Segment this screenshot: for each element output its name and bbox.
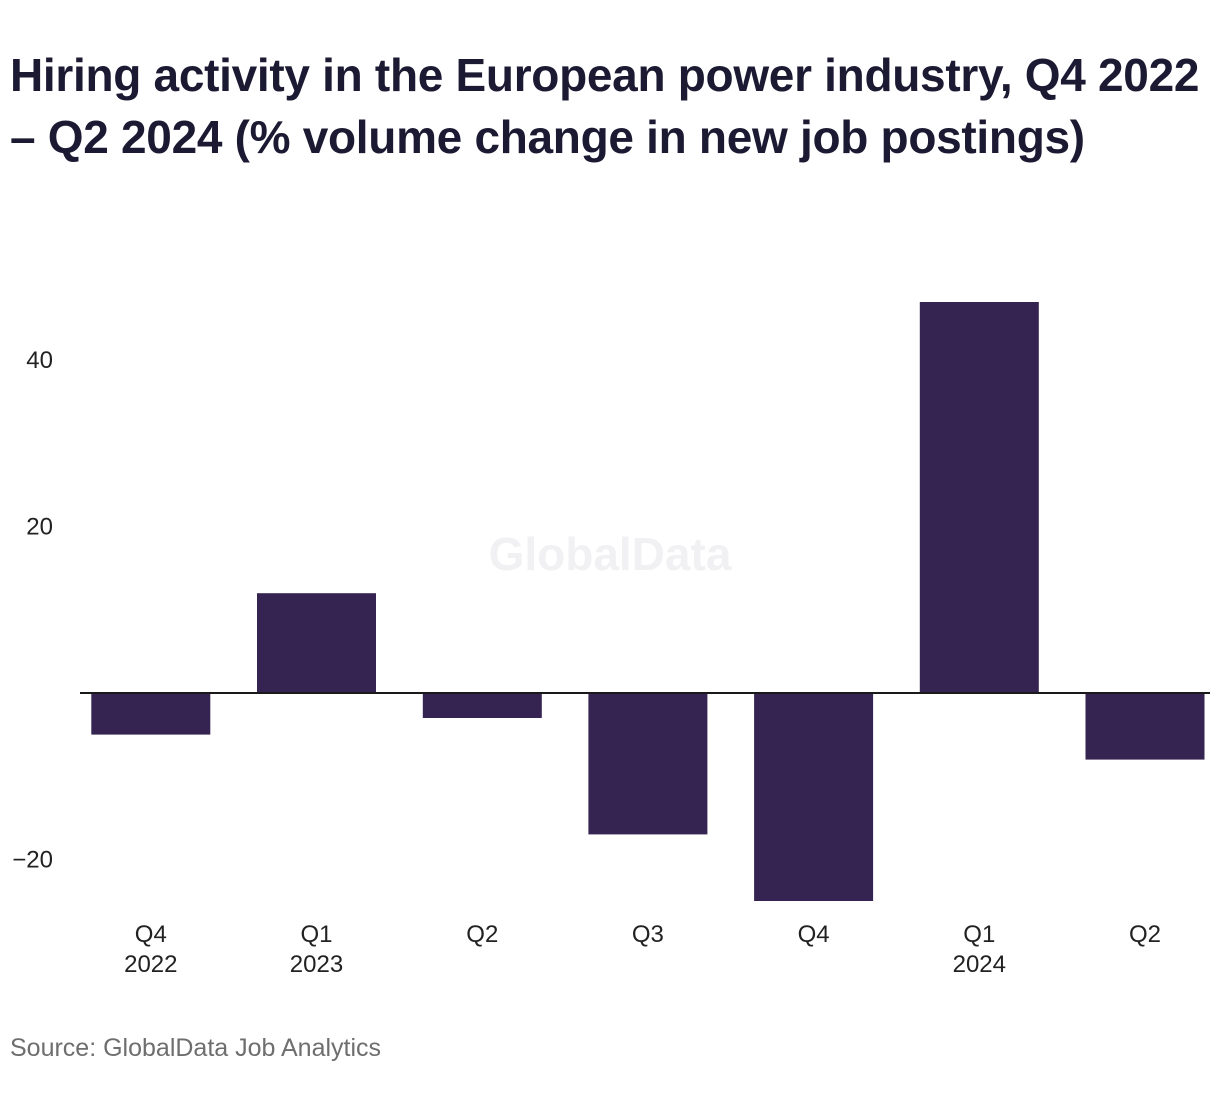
y-tick-label: −20	[12, 846, 53, 873]
x-tick-year-label: 2024	[953, 951, 1006, 978]
chart-title: Hiring activity in the European power in…	[10, 49, 1200, 163]
x-tick-label: Q3	[632, 921, 664, 948]
x-tick-label: Q4	[135, 921, 167, 948]
x-tick-label: Q2	[466, 921, 498, 948]
x-tick-year-label: 2022	[124, 951, 177, 978]
x-tick-label: Q1	[963, 921, 995, 948]
y-tick-label: 20	[26, 514, 53, 541]
y-tick-label: 40	[26, 347, 53, 374]
source-note: Source: GlobalData Job Analytics	[10, 1034, 382, 1062]
bar-5	[919, 302, 1039, 693]
x-tick-label: Q1	[300, 921, 332, 948]
x-tick-label: Q4	[798, 921, 830, 948]
x-axis-ticks: Q4 2022 Q1 2023 Q2 Q3 Q4 Q1 2024 Q2	[124, 921, 1161, 978]
bar-3	[588, 693, 708, 835]
bar-2	[422, 693, 542, 718]
x-tick-year-label: 2023	[290, 951, 343, 978]
y-axis-ticks: −20 20 40	[12, 347, 53, 873]
watermark-text: GlobalData	[489, 528, 732, 580]
bar-1	[257, 593, 376, 693]
bar-6	[1085, 693, 1205, 760]
bar-0	[91, 693, 211, 735]
bar-4	[754, 693, 874, 901]
x-tick-label: Q2	[1129, 921, 1161, 948]
bar-series	[91, 302, 1205, 901]
